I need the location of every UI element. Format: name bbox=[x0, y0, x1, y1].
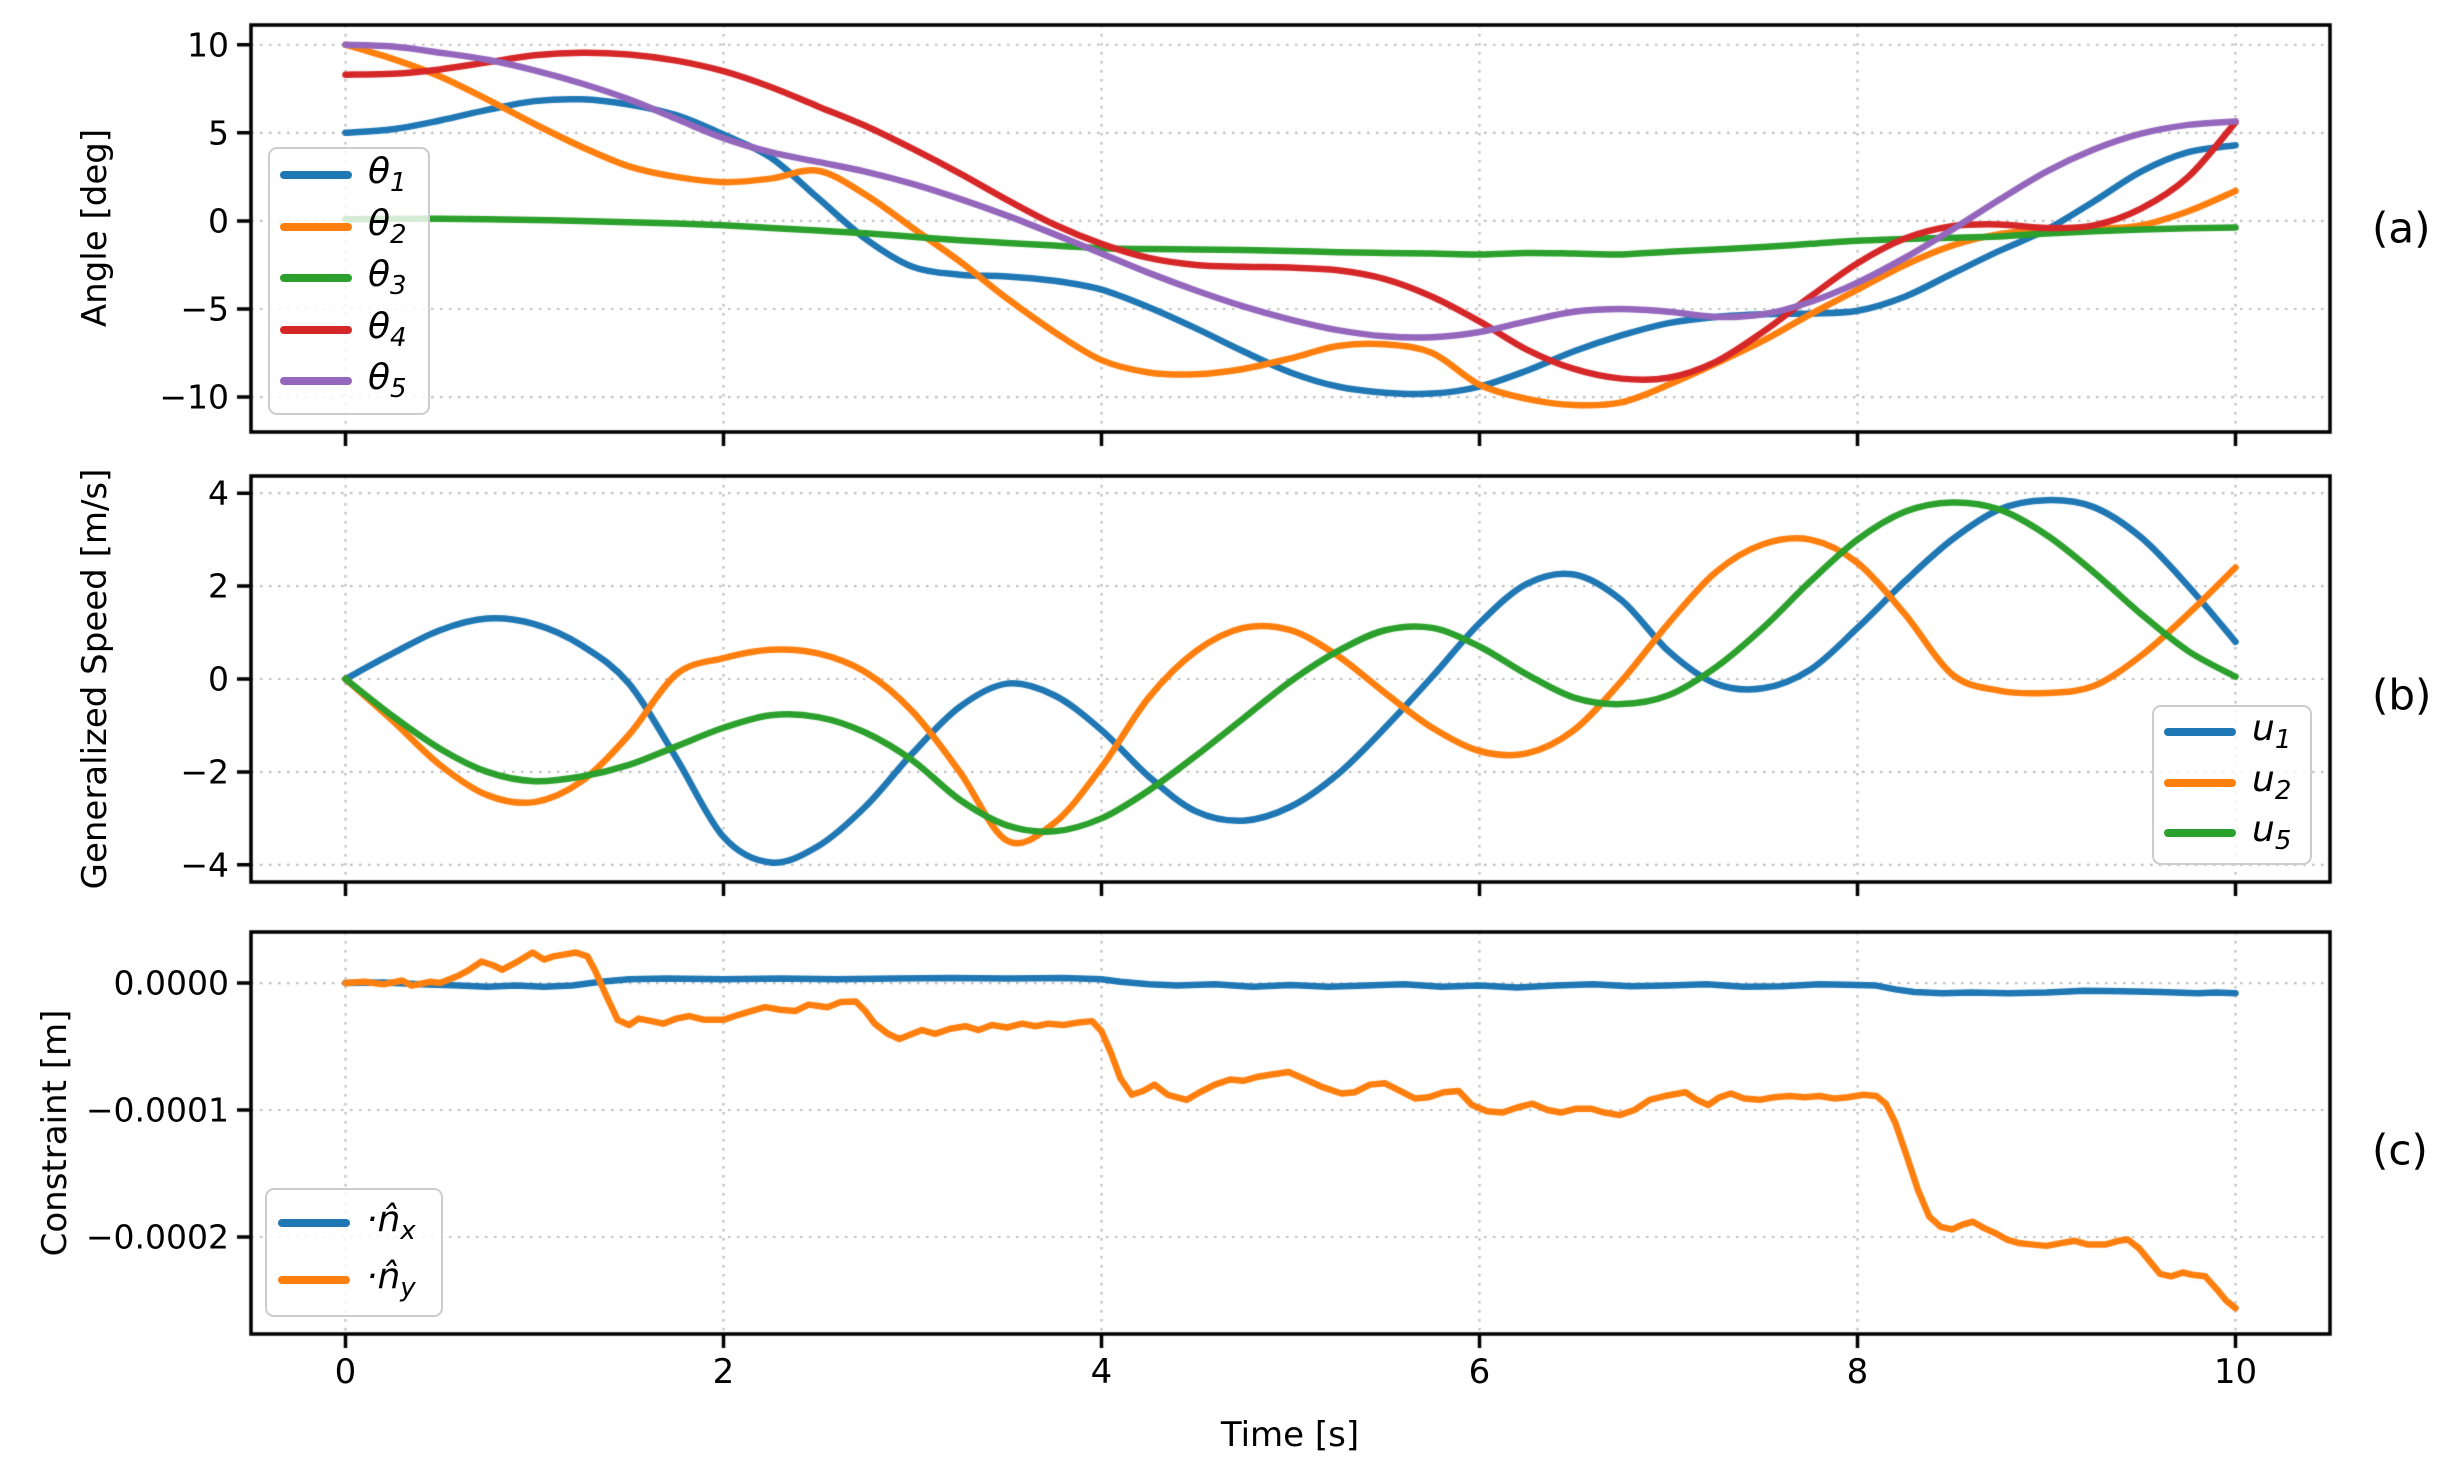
x-tick-label: 0 bbox=[334, 1352, 357, 1392]
y-axis-label-constraint: Constraint [m] bbox=[35, 1009, 75, 1257]
y-tick-label-b: −2 bbox=[180, 752, 229, 792]
y-tick-label-b: 4 bbox=[208, 473, 229, 513]
y-tick-label-a: 5 bbox=[208, 113, 229, 153]
legend-line-sample-theta2 bbox=[280, 223, 352, 231]
legend-line-sample-u1 bbox=[2164, 728, 2236, 736]
y-tick-label-a: 0 bbox=[208, 201, 229, 241]
legend-label-theta5: θ5 bbox=[368, 356, 407, 405]
y-tick-label-b: 2 bbox=[208, 566, 229, 606]
legend-line-sample-u2 bbox=[2164, 779, 2236, 787]
legend-label-ny: ·n̂y bbox=[366, 1255, 416, 1304]
legend-line-sample-theta4 bbox=[280, 326, 352, 334]
legend-label-theta4: θ4 bbox=[368, 305, 407, 354]
legend-label-theta2: θ2 bbox=[368, 202, 407, 251]
legend-c bbox=[265, 1188, 443, 1317]
y-tick-label-a: −10 bbox=[159, 377, 229, 417]
y-tick-label-b: 0 bbox=[208, 659, 229, 699]
legend-label-theta3: θ3 bbox=[368, 253, 407, 302]
x-tick-label: 4 bbox=[1090, 1352, 1113, 1392]
legend-label-theta1: θ1 bbox=[368, 150, 407, 199]
legend-line-sample-u5 bbox=[2164, 829, 2236, 837]
legend-label-u2: u2 bbox=[2252, 758, 2292, 807]
y-axis-label-angle: Angle [deg] bbox=[75, 128, 115, 328]
y-tick-label-c: −0.0001 bbox=[85, 1090, 229, 1130]
legend-line-sample-theta5 bbox=[280, 377, 352, 385]
x-tick-label: 6 bbox=[1468, 1352, 1491, 1392]
panel-label-a: (a) bbox=[2372, 203, 2431, 253]
legend-label-u1: u1 bbox=[2252, 707, 2292, 756]
legend-line-sample-nx bbox=[278, 1219, 350, 1227]
x-axis-label-time: Time [s] bbox=[1220, 1415, 1360, 1455]
y-tick-label-a: −5 bbox=[180, 289, 229, 329]
y-tick-label-c: 0.0000 bbox=[113, 963, 229, 1003]
legend-label-nx: ·n̂x bbox=[366, 1198, 416, 1247]
panel-label-b: (b) bbox=[2372, 670, 2432, 720]
legend-line-sample-theta3 bbox=[280, 274, 352, 282]
legend-line-sample-theta1 bbox=[280, 171, 352, 179]
x-tick-label: 2 bbox=[712, 1352, 735, 1392]
x-tick-label: 8 bbox=[1846, 1352, 1869, 1392]
panel-label-c: (c) bbox=[2372, 1125, 2428, 1175]
y-tick-label-a: 10 bbox=[187, 25, 229, 65]
y-axis-label-gen-speed: Generalized Speed [m/s] bbox=[75, 468, 115, 890]
legend-line-sample-ny bbox=[278, 1276, 350, 1284]
y-tick-label-c: −0.0002 bbox=[85, 1217, 229, 1257]
x-tick-label: 10 bbox=[2213, 1352, 2258, 1392]
y-tick-label-b: −4 bbox=[180, 845, 229, 885]
legend-label-u5: u5 bbox=[2252, 808, 2292, 857]
